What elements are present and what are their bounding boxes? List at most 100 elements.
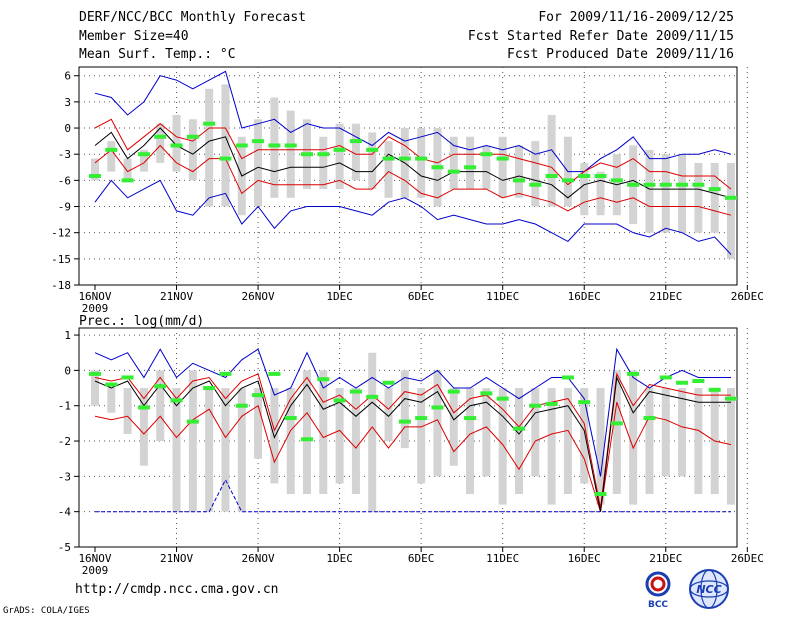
temp-xtick-label: 21DEC: [649, 290, 682, 303]
prec-box: [172, 388, 181, 512]
prec-xtick-label: 26NOV: [242, 552, 275, 565]
temp-green-marker: [627, 182, 640, 187]
temp-box: [417, 128, 426, 198]
prec-ytick-label: -4: [58, 506, 72, 519]
temp-green-marker: [137, 152, 150, 157]
temp-xtick-label: 11DEC: [486, 290, 519, 303]
prec-box: [400, 370, 409, 449]
prec-green-marker: [301, 437, 313, 442]
temp-green-marker: [513, 178, 525, 183]
prec-box: [694, 388, 703, 495]
prec-box: [612, 370, 621, 495]
prec-green-marker: [610, 421, 623, 426]
prec-green-marker: [137, 405, 150, 410]
temp-ytick-label: 6: [64, 70, 71, 83]
temp-green-marker: [301, 152, 313, 157]
prec-green-marker: [415, 416, 428, 421]
temp-xtick-label: 16NOV: [78, 290, 111, 303]
forecast-range-label: For 2009/11/16-2009/12/25: [538, 10, 734, 25]
fcst-produced-label: Fcst Produced Date 2009/11/16: [507, 47, 734, 62]
temp-green-marker: [317, 152, 330, 157]
bcc-logo: BCC: [645, 571, 671, 610]
prec-green-marker: [464, 416, 477, 421]
prec-box: [727, 388, 735, 505]
temp-green-marker: [480, 152, 493, 157]
temp-lower-red-line: [94, 144, 732, 216]
source-url[interactable]: http://cmdp.ncc.cma.gov.cn: [75, 582, 279, 597]
temp-green-marker: [725, 195, 737, 200]
temp-box: [466, 136, 475, 190]
temp-box: [221, 84, 230, 207]
ncc-logo: NCC: [689, 569, 729, 609]
prec-green-marker: [121, 375, 134, 380]
prec-green-marker: [398, 419, 411, 424]
prec-green-marker: [594, 492, 607, 497]
prec-lower-red-line: [94, 402, 732, 512]
temp-box: [661, 154, 670, 233]
temp-green-marker: [252, 139, 265, 144]
temp-xtick-label: 16DEC: [568, 290, 601, 303]
prec-box: [678, 388, 687, 477]
temp-green-marker: [659, 182, 672, 187]
prec-green-marker: [627, 371, 640, 376]
prec-green-marker: [219, 371, 232, 376]
temp-green-marker: [545, 174, 558, 178]
temp-mean-line: [94, 127, 732, 199]
temp-green-marker: [496, 156, 509, 161]
temp-green-marker: [186, 134, 199, 139]
prec-box: [303, 370, 311, 495]
prec-box: [531, 388, 540, 477]
prec-box: [368, 352, 377, 512]
prec-green-marker: [708, 387, 721, 392]
temp-ytick-label: -9: [58, 201, 71, 214]
temp-green-marker: [464, 165, 477, 170]
prec-ytick-label: 0: [64, 364, 71, 377]
temp-green-marker: [105, 147, 118, 152]
prec-ytick-label: -2: [58, 435, 71, 448]
prec-green-marker: [431, 405, 444, 410]
prec-box: [596, 388, 605, 505]
prec-box: [91, 370, 99, 406]
bcc-logo-text: BCC: [648, 600, 668, 610]
temp-green-marker: [692, 182, 705, 187]
prec-green-marker: [252, 393, 265, 398]
prec-box: [645, 388, 654, 495]
temp-ytick-label: 0: [64, 122, 71, 135]
prec-box: [107, 388, 116, 413]
prec-green-marker: [284, 416, 297, 421]
prec-green-marker: [317, 377, 330, 382]
prec-year-label: 2009: [82, 564, 109, 577]
prec-box: [205, 388, 214, 512]
prec-green-marker: [496, 396, 509, 401]
prec-xtick-label: 1DEC: [326, 552, 353, 565]
fcst-started-label: Fcst Started Refer Date 2009/11/15: [467, 29, 734, 44]
prec-box: [351, 388, 360, 495]
prec-box: [237, 388, 246, 512]
ncc-logo-text: NCC: [696, 583, 721, 596]
temp-box: [645, 149, 654, 233]
temp-box: [270, 97, 279, 198]
temp-plot-frame: [78, 66, 738, 286]
temp-xtick-label: 1DEC: [326, 290, 353, 303]
prec-green-marker: [480, 391, 493, 396]
temp-green-marker: [170, 143, 183, 148]
prec-box: [156, 370, 165, 442]
temp-box: [254, 119, 263, 207]
prec-box: [661, 388, 670, 477]
prec-box: [449, 388, 458, 466]
temp-green-marker: [676, 182, 689, 187]
prec-upper-blue-line: [94, 347, 731, 477]
temp-box: [547, 114, 556, 207]
temp-box: [123, 158, 132, 181]
prec-green-marker: [186, 419, 199, 424]
prec-box: [466, 388, 475, 495]
prec-green-marker: [529, 403, 542, 408]
temp-box: [139, 149, 148, 172]
prec-green-marker: [382, 380, 395, 385]
prec-box: [221, 388, 230, 512]
prec-xtick-label: 16DEC: [568, 552, 601, 565]
temp-green-marker: [447, 169, 460, 174]
temp-green-marker: [529, 182, 542, 187]
temperature-chart: -18 -15 -12 -9 -6 -3 0 3 6 16NOV 21NOV 26NOV 1DEC 6DE…: [51, 66, 764, 315]
